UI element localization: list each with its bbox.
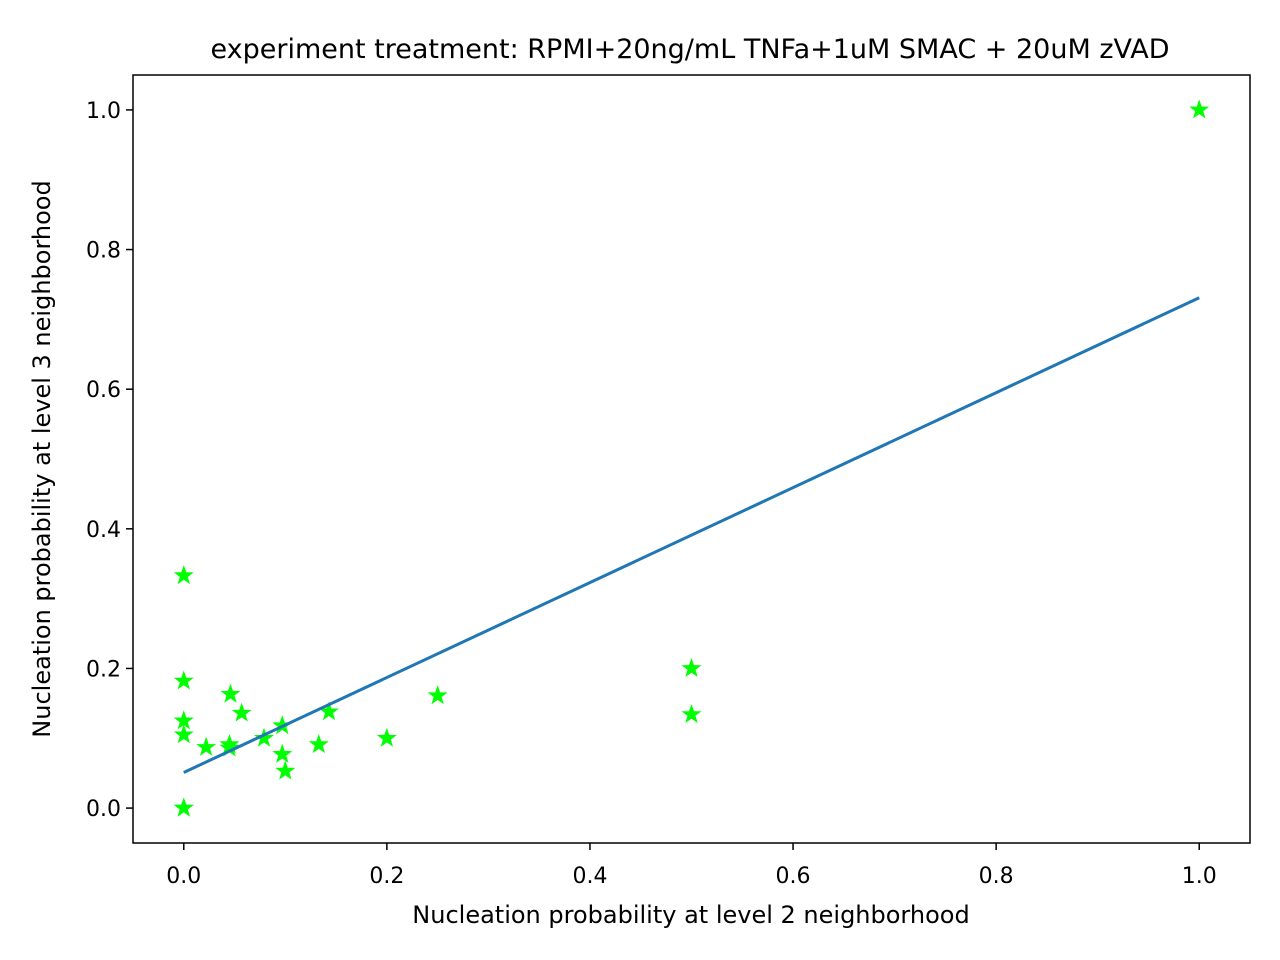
scatter-point (681, 704, 702, 724)
x-axis-label: Nucleation probability at level 2 neighb… (412, 901, 969, 929)
scatter-point (173, 670, 194, 690)
scatter-point (272, 743, 293, 763)
plot-area (132, 74, 1251, 844)
x-tick-label: 0.2 (369, 864, 404, 889)
y-tick-label: 0.4 (86, 518, 121, 543)
scatter-point (681, 657, 702, 677)
scatter-point (253, 727, 274, 747)
series-layer (173, 99, 1210, 817)
fit-line (183, 296, 1200, 774)
x-tick-label: 1.0 (1182, 864, 1217, 889)
y-axis-label: Nucleation probability at level 3 neighb… (28, 180, 56, 737)
x-tick-label: 0.4 (572, 864, 607, 889)
scatter-point (220, 683, 241, 703)
scatter-point (173, 797, 194, 817)
y-tick-label: 0.2 (86, 657, 121, 682)
y-tick-label: 0.0 (86, 797, 121, 822)
scatter-point (231, 702, 252, 722)
x-tick-label: 0.8 (979, 864, 1014, 889)
y-tick-label: 0.8 (86, 239, 121, 264)
y-tick-label: 1.0 (86, 99, 121, 124)
scatter-point (308, 734, 329, 754)
x-axis-ticks: 0.0 0.2 0.4 0.6 0.8 1.0 (166, 843, 1217, 889)
plot-frame (132, 74, 1251, 844)
y-tick-label: 0.6 (86, 378, 121, 403)
scatter-point (173, 565, 194, 585)
scatter-point (376, 727, 397, 747)
chart-title: experiment treatment: RPMI+20ng/mL TNFa+… (210, 34, 1169, 65)
scatter-point (173, 724, 194, 744)
scatter-point (196, 736, 217, 756)
scatter-point (1189, 99, 1210, 119)
scatter-point (427, 685, 448, 705)
x-tick-label: 0.0 (166, 864, 201, 889)
x-tick-label: 0.6 (776, 864, 811, 889)
y-axis-ticks: 0.0 0.2 0.4 0.6 0.8 1.0 (86, 99, 133, 822)
scatter-point (275, 760, 296, 780)
